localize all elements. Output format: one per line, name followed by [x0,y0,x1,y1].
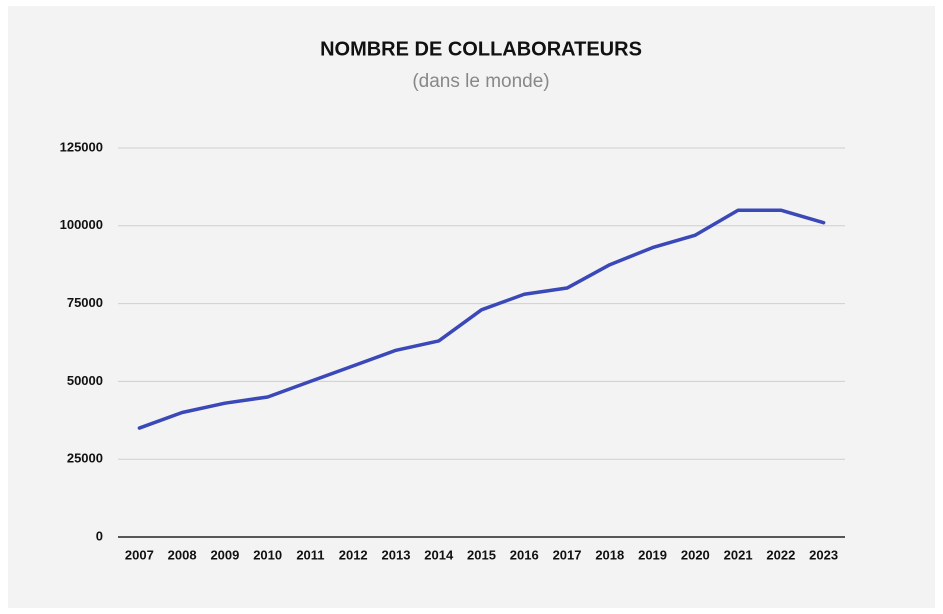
y-tick-label: 50000 [67,373,103,388]
x-tick-label: 2022 [766,547,795,562]
y-tick-label: 75000 [67,295,103,310]
x-tick-label: 2020 [681,547,710,562]
x-tick-label: 2008 [168,547,197,562]
line [137,208,826,430]
x-tick-label: 2023 [809,547,838,562]
y-tick-label: 100000 [60,217,103,232]
x-tick-label: 2009 [210,547,239,562]
x-tick-label: 2016 [510,547,539,562]
x-tick-label: 2007 [125,547,154,562]
background [8,6,935,608]
x-tick-label: 2015 [467,547,496,562]
chart-title: NOMBRE DE COLLABORATEURS [320,38,642,60]
x-tick-label: 2019 [638,547,667,562]
x-tick-label: 2012 [339,547,368,562]
x-tick-label: 2010 [253,547,282,562]
y-tick-label: 25000 [67,451,103,466]
x-tick-label: 2021 [724,547,753,562]
chart-subtitle: (dans le monde) [412,71,549,92]
y-tick-label: 125000 [60,139,103,154]
x-tick-label: 2018 [595,547,624,562]
x-tick-label: 2011 [296,547,324,562]
x-tick-label: 2014 [424,547,454,562]
y-tick-label: 0 [96,528,103,543]
x-tick-label: 2013 [382,547,411,562]
x-tick-label: 2017 [553,547,582,562]
